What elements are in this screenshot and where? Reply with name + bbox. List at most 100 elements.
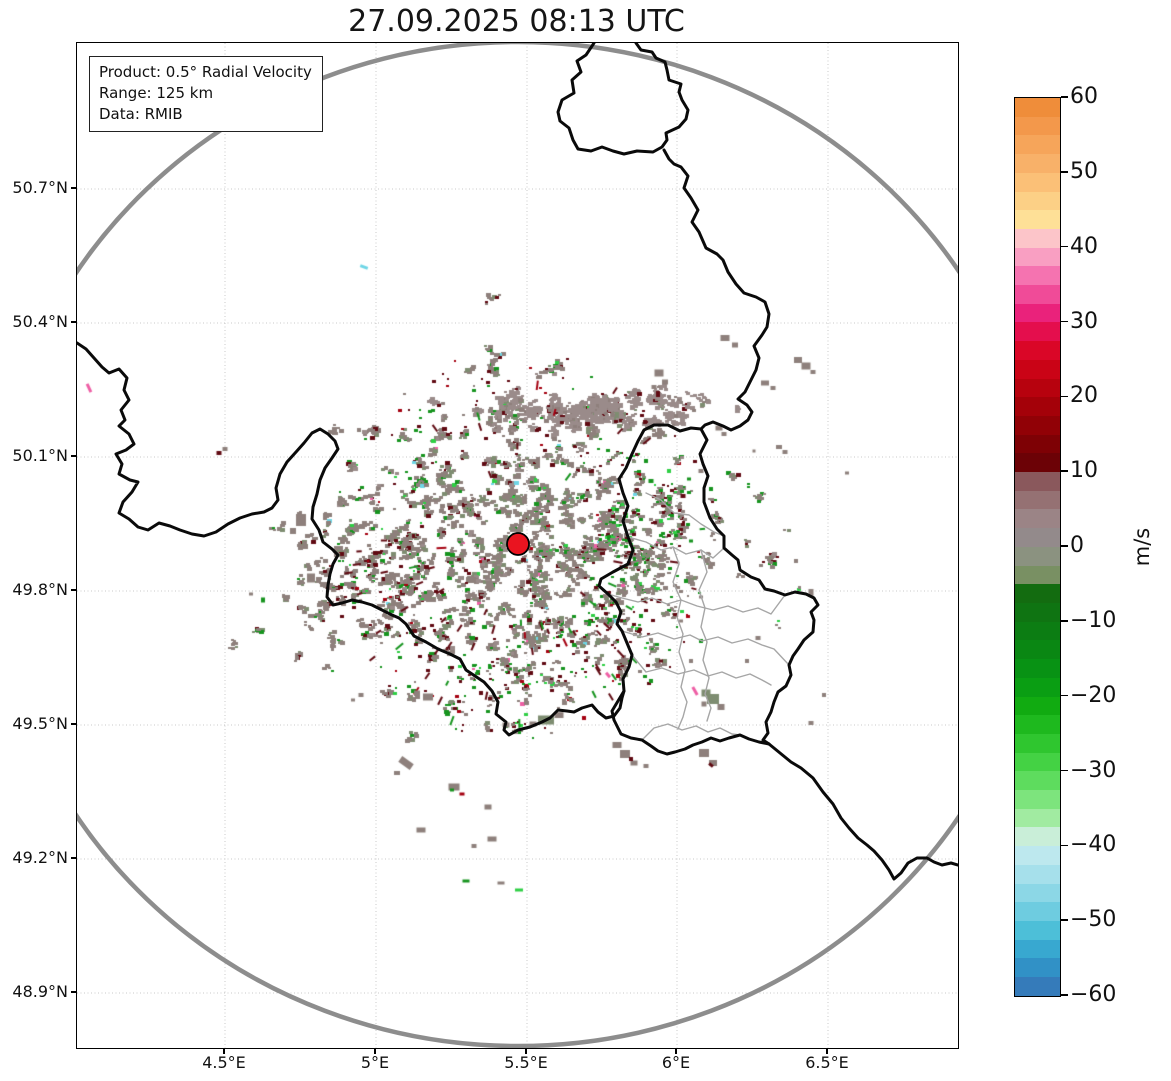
colorbar-band [1015, 285, 1060, 304]
x-axis-tickmark [223, 1049, 225, 1054]
colorbar-tick-label: 30 [1070, 308, 1098, 334]
x-axis-tick-label: 5.5°E [504, 1053, 548, 1072]
colorbar-band [1015, 415, 1060, 435]
figure-title: 27.09.2025 08:13 UTC [348, 4, 685, 39]
x-axis-tick-label: 6.5°E [805, 1053, 849, 1072]
colorbar-band [1015, 303, 1060, 323]
radar-location-marker [506, 532, 530, 556]
regional-border-lux-canton [645, 492, 725, 537]
y-axis-tick-label: 50.4°N [12, 312, 68, 331]
colorbar-band [1015, 322, 1060, 342]
colorbar-band [1015, 528, 1060, 547]
colorbar-band [1015, 846, 1060, 865]
colorbar-band [1015, 135, 1060, 155]
colorbar-band [1015, 341, 1060, 360]
colorbar-tick-label: −40 [1070, 832, 1117, 858]
colorbar-band [1015, 715, 1060, 734]
y-axis-tickmark [71, 857, 76, 859]
national-border-france-belgium [77, 341, 626, 737]
colorbar-tick-label: −50 [1070, 907, 1117, 933]
colorbar-tickmark [1061, 320, 1068, 323]
colorbar-tick-label: −10 [1070, 607, 1117, 633]
y-axis-tick-label: 49.5°N [12, 714, 68, 733]
national-border-belgium-germany [662, 148, 771, 432]
colorbar-tickmark [1061, 171, 1068, 173]
colorbar-band [1015, 920, 1060, 940]
regional-border-lux-canton [627, 536, 725, 559]
x-axis-tickmark [374, 1049, 376, 1054]
national-border-france-luxembourg [610, 689, 771, 756]
colorbar-tickmark [1061, 620, 1068, 622]
map-plot-area: Product: 0.5° Radial Velocity Range: 125… [76, 42, 959, 1049]
colorbar-tickmark [1061, 395, 1068, 398]
colorbar-band [1015, 771, 1060, 791]
colorbar [1014, 97, 1061, 997]
colorbar-tickmark [1061, 844, 1068, 847]
national-border-belgium-luxembourg [597, 423, 703, 693]
y-axis-tick-label: 50.1°N [12, 446, 68, 465]
colorbar-band [1015, 696, 1060, 716]
colorbar-band [1015, 621, 1060, 641]
colorbar-band [1015, 116, 1060, 136]
colorbar-tickmark [1061, 694, 1068, 697]
colorbar-tickmark [1061, 994, 1068, 996]
colorbar-band [1015, 659, 1060, 678]
y-axis-tick-label: 50.7°N [12, 178, 68, 197]
y-axis-tickmark [71, 321, 76, 323]
colorbar-band [1015, 752, 1060, 772]
colorbar-band [1015, 864, 1060, 884]
y-axis-tick-label: 48.9°N [12, 982, 68, 1001]
range-line: Range: 125 km [99, 84, 214, 102]
national-border-luxembourg-germany [698, 427, 820, 746]
colorbar-band [1015, 677, 1060, 697]
x-axis-tickmark [675, 1049, 677, 1054]
colorbar-band [1015, 378, 1060, 398]
colorbar-tick-label: −30 [1070, 757, 1117, 783]
colorbar-band [1015, 228, 1060, 248]
regional-border-lux-canton [672, 546, 688, 730]
colorbar-tickmark [1061, 245, 1068, 248]
y-axis-tickmark [71, 187, 76, 189]
colorbar-band [1015, 247, 1060, 267]
colorbar-tickmark [1061, 470, 1068, 472]
colorbar-tick-label: 60 [1070, 84, 1098, 109]
colorbar-band [1015, 359, 1060, 379]
range-ring-circle [77, 43, 958, 1048]
data-source-line: Data: RMIB [99, 105, 183, 123]
x-axis-tick-label: 4.5°E [202, 1053, 246, 1072]
x-axis-tick-label: 6°E [661, 1053, 691, 1072]
regional-border-lux-canton [631, 654, 772, 686]
colorbar-tick-label: −20 [1070, 682, 1117, 708]
colorbar-band [1015, 977, 1060, 996]
colorbar-tick-label: 0 [1070, 533, 1084, 558]
regional-border-lux-canton [621, 630, 790, 666]
colorbar-tick-label: 20 [1070, 383, 1098, 409]
colorbar-band [1015, 584, 1060, 603]
colorbar-band [1015, 172, 1060, 192]
colorbar-tickmark [1061, 769, 1068, 772]
colorbar-unit-label: m/s [1130, 527, 1154, 567]
colorbar-band [1015, 472, 1060, 491]
colorbar-band [1015, 902, 1060, 921]
colorbar-band [1015, 827, 1060, 847]
colorbar-band [1015, 565, 1060, 585]
colorbar-band [1015, 266, 1060, 286]
product-line: Product: 0.5° Radial Velocity [99, 63, 312, 81]
colorbar-band [1015, 808, 1060, 828]
colorbar-band [1015, 640, 1060, 660]
y-axis-tickmark [71, 723, 76, 725]
colorbar-tickmark [1061, 545, 1068, 547]
colorbar-band [1015, 602, 1060, 622]
colorbar-band [1015, 434, 1060, 454]
y-axis-tickmark [71, 455, 76, 457]
colorbar-tickmark [1061, 919, 1068, 921]
colorbar-band [1015, 733, 1060, 753]
colorbar-band [1015, 191, 1060, 211]
y-axis-tick-label: 49.2°N [12, 848, 68, 867]
y-axis-tickmark [71, 589, 76, 591]
colorbar-tick-label: 40 [1070, 233, 1098, 259]
colorbar-tickmark [1061, 96, 1068, 98]
colorbar-band [1015, 490, 1060, 510]
colorbar-tick-label: −60 [1070, 982, 1117, 1007]
